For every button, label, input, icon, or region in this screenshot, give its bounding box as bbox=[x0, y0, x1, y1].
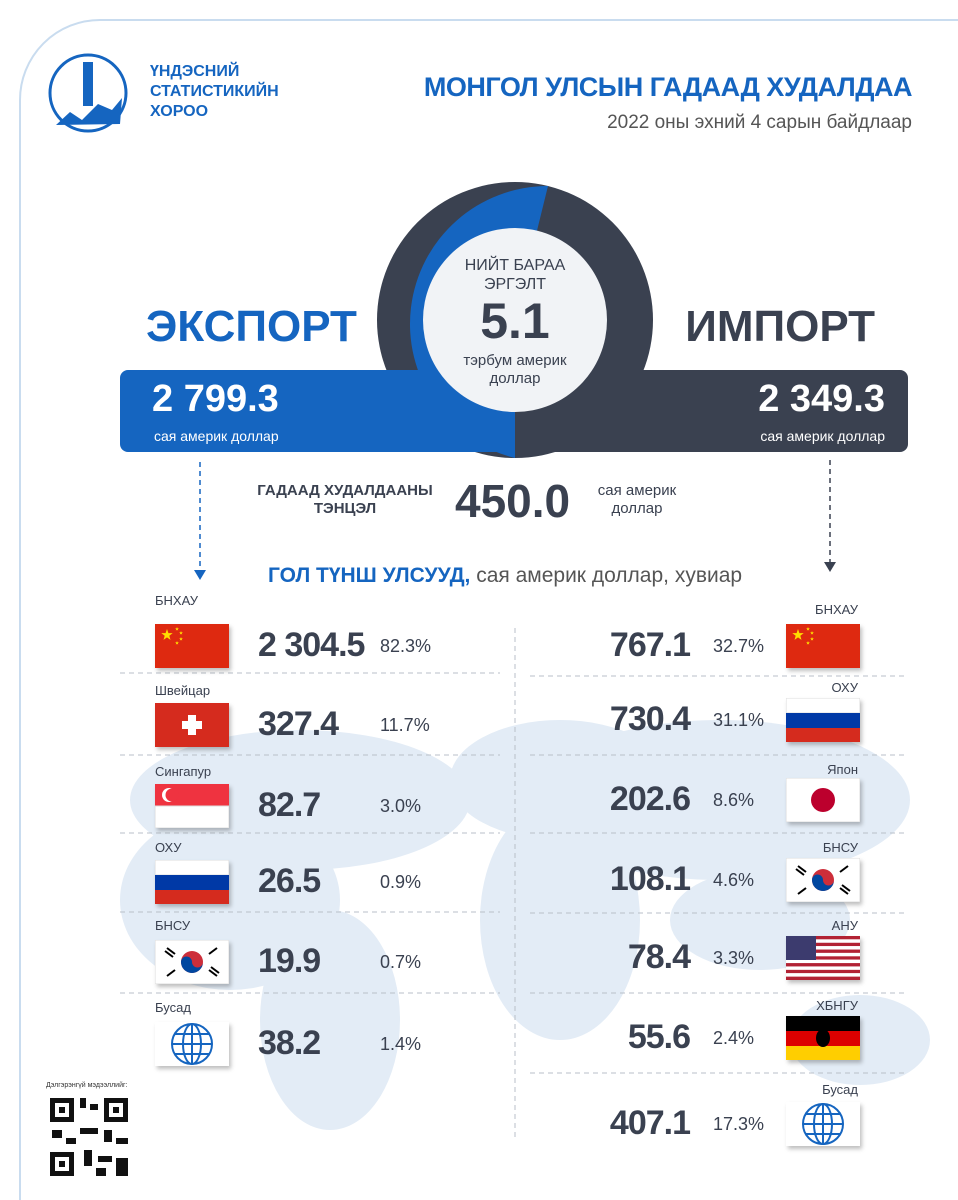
turnover-value: 5.1 bbox=[480, 293, 550, 349]
partner-share: 1.4% bbox=[380, 1034, 422, 1054]
flag bbox=[171, 1023, 213, 1065]
import-value: 2 349.3 bbox=[758, 378, 885, 420]
partner-share: 8.6% bbox=[713, 790, 755, 810]
partner-value: 82.7 bbox=[258, 786, 321, 824]
heading-rest: сая америк доллар, хувиар bbox=[476, 564, 743, 587]
country-label: ОХУ bbox=[831, 680, 858, 695]
country-label: ХБНГУ bbox=[816, 998, 858, 1013]
partner-share: 32.7% bbox=[713, 636, 765, 656]
partner-value: 19.9 bbox=[258, 942, 321, 980]
country-label: Швейцар bbox=[155, 683, 211, 698]
country-label: АНУ bbox=[831, 918, 858, 933]
partner-value: 327.4 bbox=[258, 705, 339, 743]
partner-value: 26.5 bbox=[258, 862, 321, 900]
partner-share: 31.1% bbox=[713, 710, 765, 730]
org-line: ХОРОО bbox=[150, 103, 209, 120]
donut-center bbox=[423, 228, 607, 412]
partner-share: 4.6% bbox=[713, 870, 755, 890]
partner-share: 0.9% bbox=[380, 872, 422, 892]
partner-share: 0.7% bbox=[380, 952, 422, 972]
flag bbox=[155, 940, 229, 984]
qr-code bbox=[50, 1098, 128, 1176]
flag bbox=[155, 703, 229, 747]
import-bar bbox=[515, 370, 908, 452]
partner-value: 407.1 bbox=[609, 1104, 691, 1142]
country-label: БНСУ bbox=[822, 840, 858, 855]
country-label: Бусад bbox=[155, 1000, 191, 1015]
export-unit: сая америк доллар bbox=[154, 428, 279, 444]
flag bbox=[155, 860, 229, 904]
title: МОНГОЛ УЛСЫН ГАДААД ХУДАЛДАА bbox=[423, 72, 913, 102]
frame bbox=[19, 19, 958, 1200]
partner-value: 2 304.5 bbox=[258, 626, 365, 664]
separators bbox=[120, 628, 908, 1140]
export-value: 2 799.3 bbox=[152, 378, 279, 420]
partner-value: 38.2 bbox=[258, 1024, 321, 1062]
subtitle: 2022 оны эхний 4 сарын байдлаар bbox=[607, 112, 912, 133]
country-label: Бусад bbox=[822, 1082, 858, 1097]
flag bbox=[786, 858, 860, 902]
balance-label: ГАДААД ХУДАЛДААНЫ ТЭНЦЭЛ bbox=[257, 482, 433, 517]
flag bbox=[786, 624, 860, 668]
world-map bbox=[120, 720, 930, 1130]
partner-share: 3.3% bbox=[713, 948, 755, 968]
arrow-head bbox=[824, 562, 836, 572]
partner-value: 767.1 bbox=[609, 626, 691, 664]
country-label: Япон bbox=[827, 762, 858, 777]
partner-share: 3.0% bbox=[380, 796, 422, 816]
flag bbox=[786, 778, 860, 822]
partner-value: 78.4 bbox=[627, 938, 691, 976]
heading-bold: ГОЛ ТҮНШ УЛСУУД, bbox=[268, 564, 471, 587]
qr-label: Дэлгэрэнгүй мэдээллийг: bbox=[46, 1082, 128, 1089]
partner-value: 730.4 bbox=[609, 700, 691, 738]
partner-share: 82.3% bbox=[380, 636, 432, 656]
flag bbox=[786, 936, 860, 980]
country-label: БНХАУ bbox=[155, 593, 198, 608]
partner-share: 17.3% bbox=[713, 1114, 765, 1134]
partner-share: 11.7% bbox=[380, 715, 430, 735]
partner-value: 55.6 bbox=[627, 1018, 691, 1056]
arrows bbox=[199, 460, 831, 570]
country-label: БНХАУ bbox=[815, 602, 858, 617]
turnover-unit: тэрбум америк доллар bbox=[463, 352, 567, 387]
import-unit: сая америк доллар bbox=[760, 428, 885, 444]
export-bar bbox=[120, 370, 515, 452]
partner-share: 2.4% bbox=[713, 1028, 755, 1048]
flag bbox=[155, 784, 229, 828]
country-label: ОХУ bbox=[155, 840, 182, 855]
arrow-head bbox=[194, 570, 206, 580]
balance-unit: сая америк доллар bbox=[597, 482, 677, 517]
logo bbox=[48, 53, 128, 133]
balance-value: 450.0 bbox=[455, 475, 571, 527]
country-label: БНСУ bbox=[155, 918, 191, 933]
turnover-label: НИЙТ БАРАА ЭРГЭЛТ bbox=[464, 257, 566, 293]
flag bbox=[155, 624, 229, 668]
flag bbox=[802, 1103, 844, 1145]
country-label: Сингапур bbox=[155, 764, 212, 779]
partner-value: 108.1 bbox=[609, 860, 691, 898]
org-name: ҮНДЭСНИЙ СТАТИСТИКИЙН ХОРОО bbox=[150, 62, 279, 122]
partners-heading: ГОЛ ТҮНШ УЛСУУД, сая америк доллар, хуви… bbox=[268, 564, 742, 588]
flag bbox=[786, 1016, 860, 1060]
org-line: ҮНДЭСНИЙ bbox=[150, 63, 240, 80]
import-title: ИМПОРТ bbox=[685, 302, 875, 351]
export-title: ЭКСПОРТ bbox=[146, 302, 357, 351]
flag bbox=[786, 698, 860, 742]
org-line: СТАТИСТИКИЙН bbox=[150, 83, 279, 100]
partner-value: 202.6 bbox=[609, 780, 691, 818]
